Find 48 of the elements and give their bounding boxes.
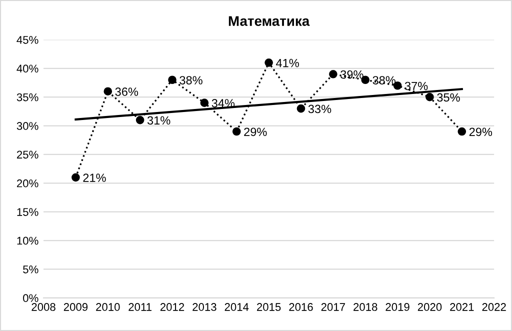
point [458,127,466,136]
data-label: 29% [469,128,492,136]
y-tick-label: 15% [17,208,38,216]
data-label: 33% [308,104,332,114]
point [232,127,241,136]
x-tick-label: 2012 [160,303,184,311]
x-tick-label: 2016 [289,303,313,311]
x-tick-label: 2011 [128,303,152,311]
chart-title: Математика [228,16,310,26]
point [136,116,144,124]
x-tick-label: 2022 [482,303,506,311]
x-tick-label: 2008 [32,303,56,311]
data-label: 35% [437,93,460,102]
data-label: 39% [340,70,364,79]
x-tick-label: 2014 [224,303,249,311]
point [72,173,80,182]
point [264,58,273,67]
point [329,70,338,78]
x-tick-label: 2019 [386,303,410,311]
x-tick-label: 2018 [354,303,378,311]
x-tick-label: 2009 [64,303,88,311]
y-tick-label: 35% [16,93,38,102]
x-tick-label: 2010 [96,303,120,311]
x-tick-label: 2017 [321,303,345,311]
point [296,104,306,113]
data-label: 29% [244,128,267,136]
y-tick-label: 45% [16,36,38,44]
data-label: 38% [180,76,202,84]
data-label: 37% [404,82,428,90]
data-label: 21% [83,174,106,182]
data-label: 31% [147,116,170,125]
y-tick-label: 10% [17,236,38,245]
x-tick-label: 2021 [450,303,474,311]
data-label: 41% [276,58,299,68]
point [104,87,112,96]
y-tick-label: 40% [16,64,38,73]
y-tick-label: 5% [23,266,38,274]
y-tick-label: 20% [16,179,38,188]
data-label: 36% [115,88,138,96]
point [168,76,176,84]
y-tick-label: 25% [16,150,38,159]
y-tick-label: 0% [23,294,38,302]
x-tick-label: 2013 [192,303,216,311]
x-tick-label: 2015 [257,303,281,311]
y-tick-label: 30% [16,122,38,130]
x-tick-label: 2020 [418,303,442,311]
point [426,92,434,102]
point [200,98,209,107]
